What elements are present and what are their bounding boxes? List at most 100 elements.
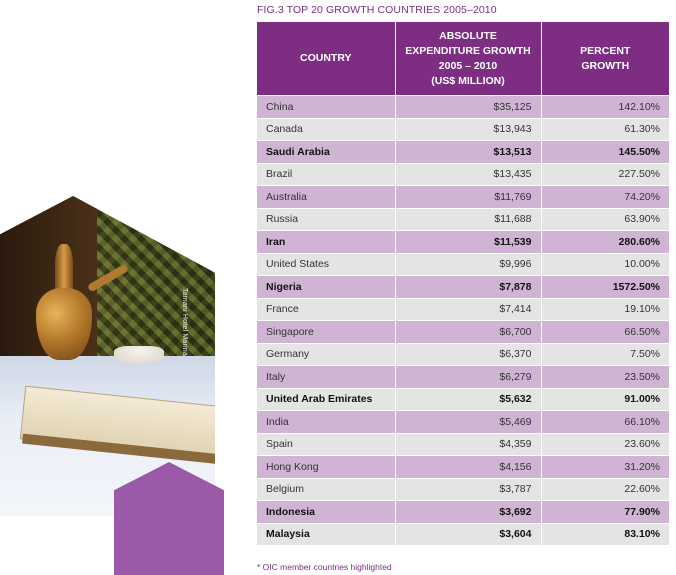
table-row: United Arab Emirates $5,632 91.00% <box>257 387 669 411</box>
cups <box>114 346 164 364</box>
cell-absolute-growth: $11,769 <box>395 185 542 208</box>
cell-absolute-growth: $35,125 <box>395 95 542 118</box>
header-percent-growth: PERCENT GROWTH <box>541 22 669 96</box>
coffee-pot-neck <box>55 244 73 294</box>
cell-percent-growth: 7.50% <box>541 342 669 366</box>
cell-country: Spain <box>257 432 396 456</box>
header-absolute-growth: ABSOLUTE EXPENDITURE GROWTH 2005 – 2010 … <box>395 22 542 96</box>
table-row: Hong Kong $4,156 31.20% <box>257 455 669 478</box>
table-row: Malaysia $3,604 83.10% <box>257 522 669 545</box>
cell-percent-growth: 23.60% <box>541 432 669 456</box>
cell-absolute-growth: $6,370 <box>395 342 542 366</box>
header-row: COUNTRY ABSOLUTE EXPENDITURE GROWTH 2005… <box>257 22 669 96</box>
table-row: Iran $11,539 280.60% <box>257 230 669 253</box>
cell-country: Canada <box>257 117 396 141</box>
cell-absolute-growth: $3,787 <box>395 477 542 501</box>
cell-percent-growth: 22.60% <box>541 477 669 501</box>
table-body: China $35,125 142.10% Canada $13,943 61.30% Sa… <box>257 95 669 545</box>
cell-country: France <box>257 297 396 321</box>
table-row: India $5,469 66.10% <box>257 410 669 433</box>
header-absolute-line-1: ABSOLUTE <box>439 29 497 42</box>
growth-table: COUNTRY ABSOLUTE EXPENDITURE GROWTH 2005… <box>257 22 669 545</box>
cell-absolute-growth: $5,632 <box>395 387 542 411</box>
cell-absolute-growth: $3,692 <box>395 500 542 523</box>
cell-country: Nigeria <box>257 275 396 298</box>
header-absolute-line-3: 2005 – 2010 <box>438 59 498 72</box>
cell-percent-growth: 91.00% <box>541 387 669 411</box>
header-percent-line-2: GROWTH <box>581 59 630 72</box>
footnote: * OIC member countries highlighted <box>257 562 392 572</box>
cell-percent-growth: 280.60% <box>541 230 669 253</box>
cell-percent-growth: 227.50% <box>541 162 669 186</box>
cell-absolute-growth: $6,700 <box>395 320 542 343</box>
table-row: Belgium $3,787 22.60% <box>257 477 669 501</box>
header-country-label: COUNTRY <box>299 52 352 64</box>
cell-absolute-growth: $4,359 <box>395 432 542 456</box>
hotel-photo <box>0 196 215 516</box>
cell-absolute-growth: $11,688 <box>395 207 542 231</box>
photo-credit: Tamani Hotel Marina <box>181 288 188 356</box>
cell-country: Iran <box>257 230 396 253</box>
cell-absolute-growth: $7,878 <box>395 275 542 298</box>
header-percent-line-1: PERCENT <box>580 44 631 57</box>
cell-percent-growth: 23.50% <box>541 365 669 388</box>
table-row: France $7,414 19.10% <box>257 297 669 321</box>
cell-country: United States <box>257 252 396 276</box>
table-row: United States $9,996 10.00% <box>257 252 669 276</box>
cell-percent-growth: 66.50% <box>541 320 669 343</box>
cell-percent-growth: 142.10% <box>541 95 669 118</box>
cell-absolute-growth: $4,156 <box>395 455 542 478</box>
figure-title: FIG.3 TOP 20 GROWTH COUNTRIES 2005–2010 <box>257 4 497 16</box>
table-row: Spain $4,359 23.60% <box>257 432 669 456</box>
cell-country: China <box>257 95 396 118</box>
cell-country: Brazil <box>257 162 396 186</box>
cell-absolute-growth: $3,604 <box>395 522 542 545</box>
header-absolute-line-2: EXPENDITURE GROWTH <box>405 44 531 57</box>
cell-country: Hong Kong <box>257 455 396 478</box>
cell-country: Saudi Arabia <box>257 140 396 163</box>
table-row: Indonesia $3,692 77.90% <box>257 500 669 523</box>
cell-percent-growth: 1572.50% <box>541 275 669 298</box>
cell-absolute-growth: $13,943 <box>395 117 542 141</box>
table-row: Italy $6,279 23.50% <box>257 365 669 388</box>
cell-percent-growth: 145.50% <box>541 140 669 163</box>
cell-country: Singapore <box>257 320 396 343</box>
cell-absolute-growth: $9,996 <box>395 252 542 276</box>
coffee-pot <box>36 288 92 360</box>
table-row: Singapore $6,700 66.50% <box>257 320 669 343</box>
cell-country: United Arab Emirates <box>257 387 396 411</box>
cell-percent-growth: 66.10% <box>541 410 669 433</box>
cell-absolute-growth: $13,513 <box>395 140 542 163</box>
header-absolute-line-4: (US$ MILLION) <box>431 74 505 87</box>
table-row: Australia $11,769 74.20% <box>257 185 669 208</box>
table-row: Brazil $13,435 227.50% <box>257 162 669 186</box>
cell-percent-growth: 19.10% <box>541 297 669 321</box>
table-row: Russia $11,688 63.90% <box>257 207 669 231</box>
table-row: Saudi Arabia $13,513 145.50% <box>257 140 669 163</box>
cell-country: Russia <box>257 207 396 231</box>
table-row: China $35,125 142.10% <box>257 95 669 118</box>
header-country: COUNTRY <box>257 22 396 96</box>
table-row: Germany $6,370 7.50% <box>257 342 669 366</box>
cell-country: Italy <box>257 365 396 388</box>
cell-country: India <box>257 410 396 433</box>
cell-percent-growth: 10.00% <box>541 252 669 276</box>
cell-absolute-growth: $6,279 <box>395 365 542 388</box>
cell-percent-growth: 74.20% <box>541 185 669 208</box>
cell-percent-growth: 83.10% <box>541 522 669 545</box>
cell-country: Australia <box>257 185 396 208</box>
cell-absolute-growth: $5,469 <box>395 410 542 433</box>
cell-country: Belgium <box>257 477 396 501</box>
cell-country: Malaysia <box>257 522 396 545</box>
cell-country: Germany <box>257 342 396 366</box>
table-row: Canada $13,943 61.30% <box>257 117 669 141</box>
cell-absolute-growth: $7,414 <box>395 297 542 321</box>
cell-absolute-growth: $11,539 <box>395 230 542 253</box>
cell-percent-growth: 63.90% <box>541 207 669 231</box>
cell-percent-growth: 61.30% <box>541 117 669 141</box>
cell-country: Indonesia <box>257 500 396 523</box>
table-row: Nigeria $7,878 1572.50% <box>257 275 669 298</box>
cell-percent-growth: 77.90% <box>541 500 669 523</box>
cell-absolute-growth: $13,435 <box>395 162 542 186</box>
